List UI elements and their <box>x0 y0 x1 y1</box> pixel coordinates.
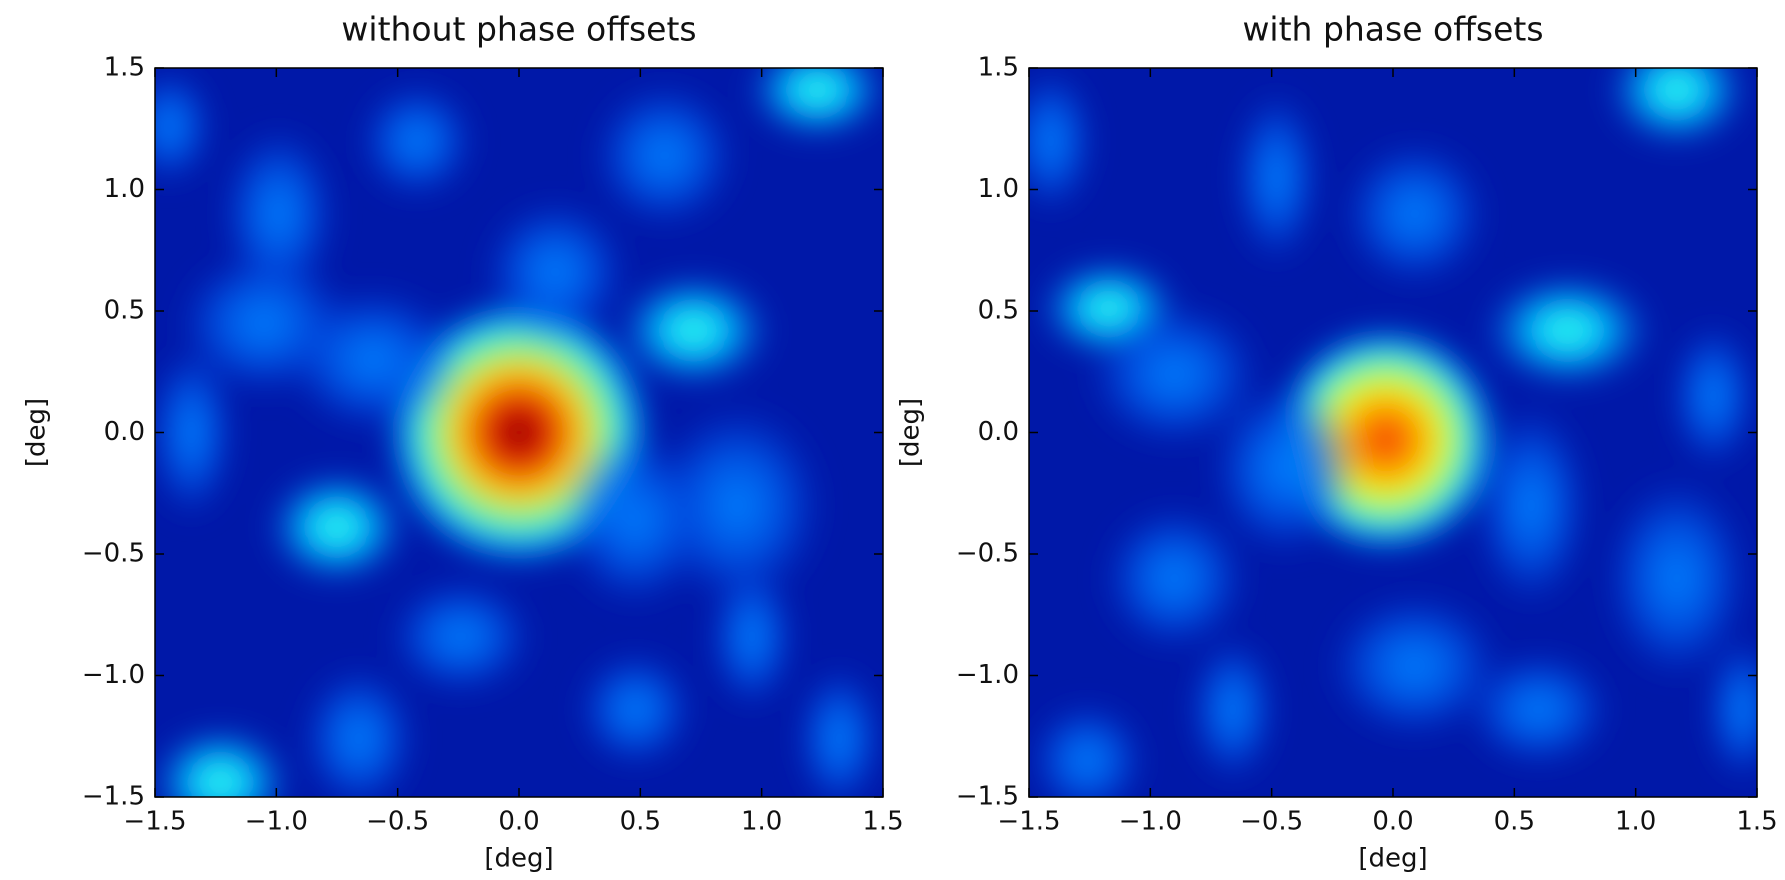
heatmap-blob <box>1029 702 1146 797</box>
heatmap-blob <box>708 563 796 710</box>
y-axis-label: [deg] <box>896 398 926 467</box>
x-tick-label: −1.0 <box>245 807 308 837</box>
heatmap-blob <box>387 578 534 695</box>
heatmap-blob <box>1232 89 1321 265</box>
heatmap-blob <box>591 82 738 229</box>
heatmap-blob <box>1101 505 1248 652</box>
heatmap-blob <box>1211 381 1357 557</box>
y-tick-label: 0.0 <box>978 417 1019 447</box>
heatmap-blob <box>1480 272 1656 389</box>
x-tick-label: −1.5 <box>997 807 1060 837</box>
y-tick-label: 1.5 <box>104 53 145 83</box>
y-tick-label: −1.5 <box>82 782 145 812</box>
y-tick-label: −1.0 <box>956 660 1019 690</box>
heatmap-blob <box>1473 403 1590 608</box>
y-axis-label: [deg] <box>22 398 52 467</box>
heatmap-blob <box>1087 301 1262 448</box>
chart-title: without phase offsets <box>341 10 696 49</box>
heatmap-image <box>155 68 883 797</box>
y-tick-label: −0.5 <box>82 539 145 569</box>
y-tick-label: −1.5 <box>956 782 1019 812</box>
heatmap-blob <box>264 468 410 586</box>
heatmap-blob <box>286 286 461 433</box>
x-tick-label: 1.0 <box>741 807 782 837</box>
heatmap-blob <box>1706 636 1757 783</box>
heatmap-blob <box>795 665 883 797</box>
y-tick-label: 1.0 <box>978 174 1019 204</box>
heatmap-texture <box>1029 68 1757 797</box>
y-tick-label: −1.0 <box>82 660 145 690</box>
heatmap-blob <box>562 432 709 608</box>
x-tick-label: 1.5 <box>1736 807 1777 837</box>
heatmap-blob <box>1327 592 1503 739</box>
heatmap-texture <box>155 68 883 797</box>
x-tick-label: 1.5 <box>862 807 903 837</box>
y-tick-label: 0.5 <box>104 296 145 326</box>
heatmap-blob <box>613 272 774 389</box>
heatmap-blob <box>1669 323 1757 469</box>
y-tick-label: −0.5 <box>956 539 1019 569</box>
heatmap-blob <box>155 724 294 797</box>
heatmap-blob <box>155 345 236 520</box>
x-tick-label: −0.5 <box>1240 807 1303 837</box>
x-tick-label: 1.0 <box>1615 807 1656 837</box>
x-tick-label: 0.5 <box>1494 807 1535 837</box>
x-tick-label: 0.5 <box>620 807 661 837</box>
x-tick-label: 0.0 <box>498 807 539 837</box>
x-tick-label: −1.5 <box>123 807 186 837</box>
heatmap-blob <box>1029 68 1095 214</box>
x-tick-label: −0.5 <box>366 807 429 837</box>
heatmap-blob <box>1604 476 1750 681</box>
chart-title: with phase offsets <box>1242 10 1543 49</box>
heatmap-blob <box>1465 651 1612 768</box>
x-axis-label: [deg] <box>1358 844 1427 874</box>
heatmap-blob <box>1604 68 1750 149</box>
x-axis-label: [deg] <box>484 844 553 874</box>
y-tick-label: 1.5 <box>978 53 1019 83</box>
heatmap-blob <box>482 199 629 346</box>
heatmap-blob <box>744 68 883 141</box>
heatmap-blob <box>358 82 476 200</box>
y-tick-label: 1.0 <box>104 174 145 204</box>
x-tick-label: 0.0 <box>1372 807 1413 837</box>
heatmap-blob <box>577 651 694 768</box>
heatmap-blob <box>300 665 418 797</box>
x-tick-label: −1.0 <box>1119 807 1182 837</box>
heatmap-blob <box>155 68 214 185</box>
y-tick-label: 0.0 <box>104 417 145 447</box>
heatmap-blob <box>1342 140 1488 287</box>
y-tick-label: 0.5 <box>978 296 1019 326</box>
heatmap-blob <box>1189 636 1277 783</box>
heatmap-image <box>1029 68 1757 797</box>
